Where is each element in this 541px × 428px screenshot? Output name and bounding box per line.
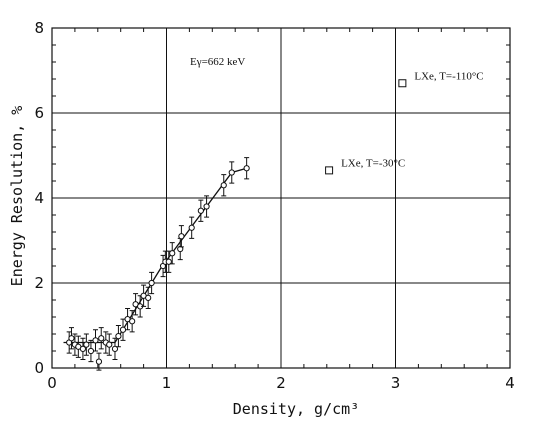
point-marker (83, 341, 90, 348)
data-point (148, 271, 155, 295)
data-point (106, 333, 113, 356)
x-axis-label: Density, g/cm³ (233, 400, 359, 418)
point-marker (87, 347, 95, 355)
y-tick-label: 0 (34, 359, 44, 377)
data-point (98, 327, 105, 350)
data-point (243, 157, 250, 180)
data-point (165, 250, 172, 273)
data-points (66, 157, 250, 371)
reference-points: LXe, T=-30°C LXe, T=-110°C (325, 70, 484, 175)
point-marker (79, 345, 87, 352)
data-point (129, 310, 136, 333)
data-point (83, 333, 90, 356)
point-marker (106, 341, 113, 348)
x-tick-label: 2 (276, 374, 286, 392)
x-tick-label: 3 (391, 374, 401, 392)
point-marker (243, 165, 250, 172)
data-point (119, 318, 127, 341)
point-marker (148, 279, 155, 287)
data-point (95, 352, 103, 371)
data-point (220, 174, 227, 197)
data-point (79, 337, 87, 360)
point-marker (145, 294, 152, 301)
fit-line-layer (63, 167, 247, 344)
point-marker (68, 335, 75, 342)
data-point (124, 308, 131, 331)
point-marker (119, 326, 127, 333)
data-point (75, 335, 82, 358)
reference-label: LXe, T=-30°C (341, 157, 405, 169)
axis-ticks: 0 1 2 3 4 0 2 4 6 8 (34, 19, 514, 392)
data-point (169, 242, 176, 265)
x-tick-label: 4 (505, 374, 515, 392)
point-marker (165, 258, 172, 265)
data-point (145, 286, 152, 309)
data-point (115, 325, 122, 348)
data-point (197, 199, 204, 222)
point-marker (228, 169, 235, 176)
point-marker (98, 335, 105, 342)
point-marker (220, 182, 227, 189)
y-tick-label: 4 (34, 189, 44, 207)
point-marker (129, 318, 136, 325)
data-point (68, 327, 75, 350)
data-point (188, 216, 195, 239)
point-marker (115, 333, 122, 340)
data-point (111, 337, 119, 360)
point-marker (188, 224, 195, 231)
data-point (92, 329, 99, 352)
reference-label: LXe, T=-110°C (414, 70, 483, 82)
point-marker (203, 203, 210, 210)
data-point (178, 225, 185, 248)
point-marker (169, 250, 176, 257)
y-tick-label: 6 (34, 104, 44, 122)
energy-annotation: Eγ=662 keV (190, 56, 245, 68)
point-marker (197, 207, 204, 214)
y-axis-label: Energy Resolution, % (8, 106, 26, 287)
reference-marker (325, 166, 334, 175)
data-point (140, 284, 147, 307)
reference-marker (398, 79, 407, 88)
x-tick-label: 0 (47, 374, 57, 392)
point-marker (178, 233, 185, 240)
point-marker (111, 345, 119, 352)
point-marker (95, 358, 103, 365)
data-point (228, 161, 235, 184)
y-tick-label: 8 (34, 19, 44, 37)
data-point (203, 195, 210, 218)
point-marker (92, 337, 99, 344)
data-point (177, 237, 184, 261)
y-tick-label: 2 (34, 274, 44, 292)
fit-line (63, 167, 247, 344)
grid-lines (52, 28, 510, 368)
x-tick-label: 1 (162, 374, 172, 392)
